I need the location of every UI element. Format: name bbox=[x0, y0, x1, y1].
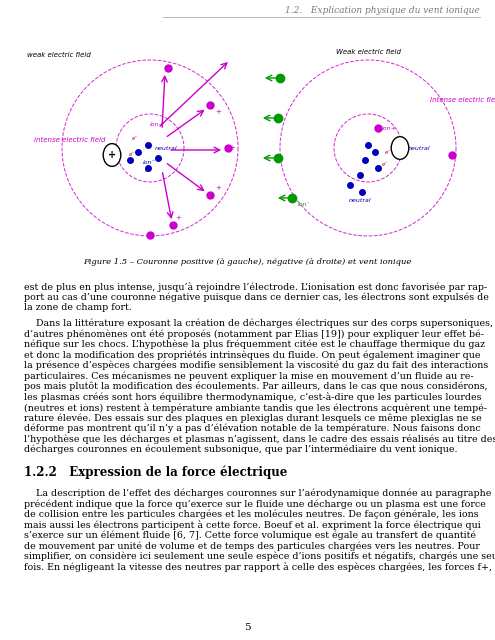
Text: fois. En négligeant la vitesse des neutres par rapport à celle des espèces charg: fois. En négligeant la vitesse des neutr… bbox=[24, 563, 492, 572]
Text: e⁻: e⁻ bbox=[145, 168, 151, 173]
Text: déforme pas montrent qu’il n’y a pas d’élévation notable de la température. Nous: déforme pas montrent qu’il n’y a pas d’é… bbox=[24, 424, 481, 433]
Text: port au cas d’une couronne négative puisque dans ce dernier cas, les électrons s: port au cas d’une couronne négative puis… bbox=[24, 292, 489, 302]
Text: de mouvement par unité de volume et de temps des particules chargées vers les ne: de mouvement par unité de volume et de t… bbox=[24, 541, 480, 551]
Text: +: + bbox=[215, 109, 221, 115]
Text: +: + bbox=[215, 185, 221, 191]
Text: mais aussi les électrons participent à cette force. Boeuf et al. expriment la fo: mais aussi les électrons participent à c… bbox=[24, 520, 481, 530]
Text: et donc la modification des propriétés intrinsèques du fluide. On peut également: et donc la modification des propriétés i… bbox=[24, 350, 480, 360]
Text: l’hypothèse que les décharges et plasmas n’agissent, dans le cadre des essais ré: l’hypothèse que les décharges et plasmas… bbox=[24, 435, 495, 444]
Text: est de plus en plus intense, jusqu’à rejoindre l’électrode. L’ionisation est don: est de plus en plus intense, jusqu’à rej… bbox=[24, 282, 487, 292]
Text: e⁻: e⁻ bbox=[132, 136, 138, 141]
Text: +: + bbox=[108, 150, 116, 160]
Text: +: + bbox=[175, 215, 181, 221]
Circle shape bbox=[391, 136, 409, 159]
Text: (neutres et ions) restent à température ambiante tandis que les électrons acquèr: (neutres et ions) restent à température … bbox=[24, 403, 487, 413]
Text: simplifier, on considère ici seulement une seule espèce d’ions positifs et négat: simplifier, on considère ici seulement u… bbox=[24, 552, 495, 561]
Text: e⁻: e⁻ bbox=[385, 150, 391, 154]
Text: rature élevée. Des essais sur des plaques en plexiglas durant lesquels ce même p: rature élevée. Des essais sur des plaque… bbox=[24, 413, 482, 423]
Text: 5: 5 bbox=[244, 623, 251, 632]
Text: décharges couronnes en écoulement subsonique, que par l’intermédiaire du vent io: décharges couronnes en écoulement subson… bbox=[24, 445, 457, 454]
Text: ion+: ion+ bbox=[382, 125, 397, 131]
Text: ion⁻: ion⁻ bbox=[143, 159, 156, 164]
Text: Dans la littérature exposant la création de décharges électriques sur des corps : Dans la littérature exposant la création… bbox=[24, 319, 493, 328]
Text: ion+: ion+ bbox=[150, 122, 165, 127]
Text: 1.2.   Explication physique du vent ionique: 1.2. Explication physique du vent ioniqu… bbox=[286, 6, 480, 15]
Text: 1.2.2   Expression de la force électrique: 1.2.2 Expression de la force électrique bbox=[24, 466, 287, 479]
Text: Weak electric field: Weak electric field bbox=[336, 49, 400, 55]
Text: les plasmas créés sont hors équilibre thermodynamique, c’est-à-dire que les part: les plasmas créés sont hors équilibre th… bbox=[24, 392, 481, 402]
Text: néfique sur les chocs. L’hypothèse la plus fréquemment citée est le chauffage th: néfique sur les chocs. L’hypothèse la pl… bbox=[24, 340, 485, 349]
Text: s’exerce sur un élément fluide [6, 7]. Cette force volumique est égale au transf: s’exerce sur un élément fluide [6, 7]. C… bbox=[24, 531, 476, 540]
Text: neutral: neutral bbox=[408, 145, 431, 150]
Text: Figure 1.5 – Couronne positive (à gauche), négative (à droite) et vent ionique: Figure 1.5 – Couronne positive (à gauche… bbox=[83, 258, 412, 266]
Text: e⁻: e⁻ bbox=[382, 163, 388, 168]
Text: précédent indique que la force qu’exerce sur le fluide une décharge ou un plasma: précédent indique que la force qu’exerce… bbox=[24, 499, 486, 509]
Text: d’autres phénomènes ont été proposés (notamment par Elias [19]) pour expliquer l: d’autres phénomènes ont été proposés (no… bbox=[24, 329, 484, 339]
Text: +: + bbox=[229, 145, 235, 151]
Text: neutral: neutral bbox=[155, 145, 178, 150]
Text: la zone de champ fort.: la zone de champ fort. bbox=[24, 303, 132, 312]
Text: ion⁻: ion⁻ bbox=[298, 202, 311, 207]
Text: e⁻: e⁻ bbox=[129, 152, 135, 157]
Text: de collision entre les particules chargées et les molécules neutres. De façon gé: de collision entre les particules chargé… bbox=[24, 510, 478, 519]
Circle shape bbox=[103, 143, 121, 166]
Text: intense electric field: intense electric field bbox=[34, 137, 105, 143]
Text: particulaires. Ces mécanismes ne peuvent expliquer la mise en mouvement d’un flu: particulaires. Ces mécanismes ne peuvent… bbox=[24, 371, 473, 381]
Text: la présence d’espèces chargées modifie sensiblement la viscosité du gaz du fait : la présence d’espèces chargées modifie s… bbox=[24, 361, 488, 371]
Text: La description de l’effet des décharges couronnes sur l’aérodynamique donnée au : La description de l’effet des décharges … bbox=[24, 489, 491, 499]
Text: neutral: neutral bbox=[348, 198, 371, 202]
Text: weak electric field: weak electric field bbox=[27, 52, 91, 58]
Text: pos mais plutôt la modification des écoulements. Par ailleurs, dans le cas que n: pos mais plutôt la modification des écou… bbox=[24, 381, 488, 391]
Text: Intense electric field: Intense electric field bbox=[430, 97, 495, 103]
